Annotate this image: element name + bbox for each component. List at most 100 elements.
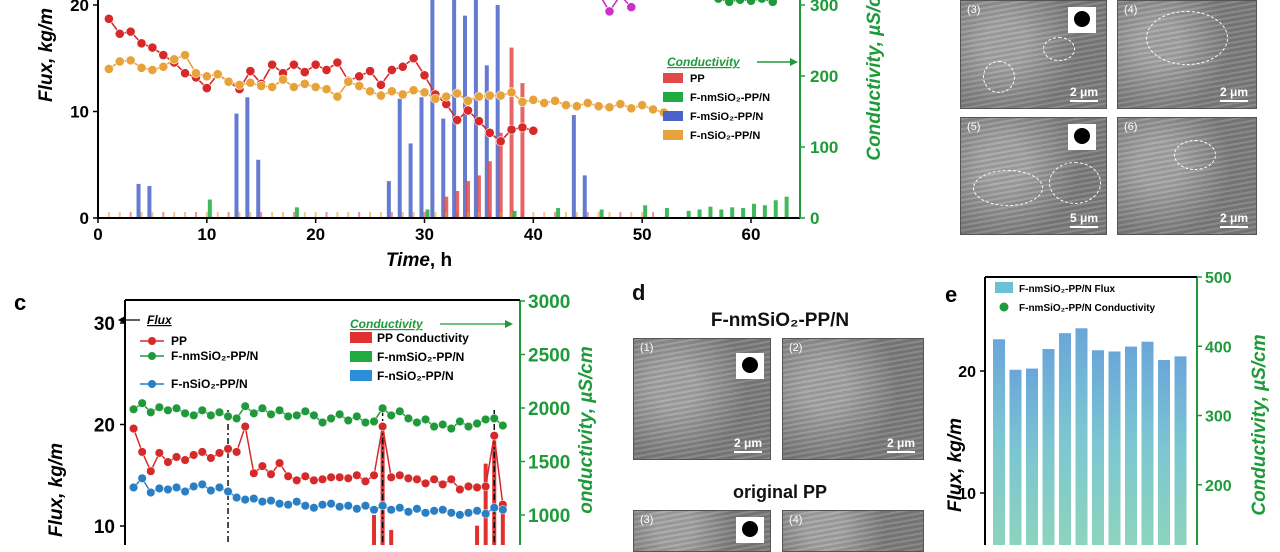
conductivity-bar [774, 200, 778, 218]
data-point [387, 65, 396, 74]
conductivity-bar [295, 207, 299, 218]
data-point [499, 505, 508, 514]
y-axis-label-left: Flux, kg/m [36, 8, 57, 102]
data-point [241, 495, 250, 504]
data-point [327, 414, 336, 423]
data-point [333, 58, 342, 67]
data-point [714, 0, 723, 3]
data-point [496, 91, 505, 100]
scale-bar: 2 μm [1220, 211, 1248, 228]
data-point [572, 102, 581, 111]
legend-swatch [663, 92, 683, 102]
conductivity-bar [513, 211, 517, 218]
conductivity-bar [698, 209, 702, 218]
data-point [398, 90, 407, 99]
data-point [289, 82, 298, 91]
flux-bar [1142, 342, 1154, 545]
data-point [137, 63, 146, 72]
data-point [395, 471, 404, 480]
y-tick-label: 20 [94, 416, 115, 437]
data-point [768, 0, 777, 6]
data-point [172, 453, 181, 462]
data-point [146, 408, 155, 417]
data-point [518, 97, 527, 106]
conductivity-bar [600, 209, 604, 218]
data-point [189, 482, 198, 491]
data-point [499, 421, 508, 430]
sem-tag: (3) [640, 514, 653, 526]
data-point [250, 494, 259, 503]
data-point [310, 476, 319, 485]
data-point [453, 89, 462, 98]
legend-swatch [350, 351, 372, 362]
sem-image-tr-4: (6) 2 μm [1117, 117, 1257, 235]
data-point [159, 50, 168, 59]
data-point [318, 475, 327, 484]
conductivity-bar [147, 186, 151, 218]
y-tick-label-right: 0 [810, 209, 819, 228]
sem-tag: (2) [789, 342, 802, 354]
conductivity-bar [741, 208, 745, 218]
data-point [378, 404, 387, 413]
data-point [129, 405, 138, 414]
droplet-icon [736, 517, 764, 543]
conductivity-bar [425, 209, 429, 218]
data-point [215, 483, 224, 492]
y-tick-label-right: 1500 [528, 453, 570, 474]
y-axis-label-left: Flux, kg/m [945, 418, 966, 512]
data-point [594, 102, 603, 111]
droplet-icon [1068, 7, 1096, 33]
data-point [376, 91, 385, 100]
data-point [289, 60, 298, 69]
data-point [344, 501, 353, 510]
data-point [198, 406, 207, 415]
data-point [138, 474, 147, 483]
y-tick-label-right: 2000 [528, 399, 570, 420]
data-point [159, 62, 168, 71]
conductivity-bar [475, 526, 479, 545]
data-point [301, 501, 310, 510]
data-point [164, 485, 173, 494]
data-point [241, 402, 250, 411]
conductivity-bar [387, 181, 391, 218]
data-point [146, 467, 155, 476]
data-point [430, 475, 439, 484]
data-point [278, 75, 287, 84]
data-point [387, 87, 396, 96]
conductivity-bar [245, 97, 249, 218]
scale-bar: 2 μm [734, 436, 762, 453]
flux-bar [1076, 328, 1088, 545]
data-point [561, 101, 570, 110]
data-point [409, 86, 418, 95]
conductivity-bar [687, 211, 691, 218]
data-point [129, 483, 138, 492]
sem-image-tr-2: (4) 2 μm [1117, 0, 1257, 109]
data-point [257, 81, 266, 90]
y-tick-label-right: 300 [810, 0, 838, 15]
data-point [180, 50, 189, 59]
data-point [170, 55, 179, 64]
data-point [258, 404, 267, 413]
x-tick-label: 40 [524, 225, 543, 244]
legend-label: F-nSiO₂-PP/N [171, 377, 248, 391]
legend-title-flux: Flux [147, 313, 173, 327]
data-point [148, 65, 157, 74]
data-point [648, 105, 657, 114]
legend-label: PP [690, 73, 705, 85]
data-point [464, 509, 473, 518]
data-point [447, 475, 456, 484]
data-point [207, 411, 216, 420]
data-point [518, 123, 527, 132]
data-point [189, 411, 198, 420]
data-point [300, 79, 309, 88]
conductivity-bar [234, 114, 238, 218]
data-point [322, 65, 331, 74]
data-point [180, 69, 189, 78]
legend-marker [148, 337, 156, 345]
conductivity-bar [763, 205, 767, 218]
legend-swatch [663, 130, 683, 140]
sem-tag: (1) [640, 342, 653, 354]
legend-label: F-nmSiO₂-PP/N [171, 349, 258, 363]
